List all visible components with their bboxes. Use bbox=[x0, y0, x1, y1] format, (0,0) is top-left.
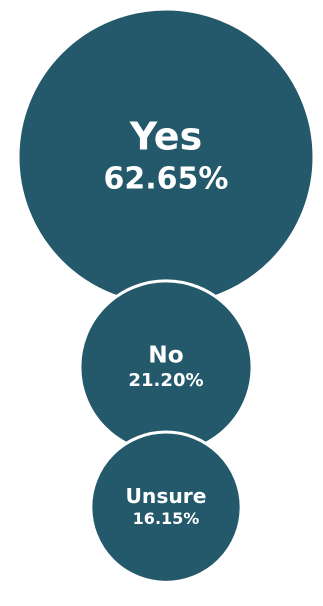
bubble-label-yes: Yes bbox=[129, 115, 202, 159]
bubble-value-unsure: 16.15% bbox=[133, 509, 200, 528]
bubble-value-no: 21.20% bbox=[128, 370, 203, 391]
bubble-value-yes: 62.65% bbox=[104, 162, 229, 197]
bubble-label-no: No bbox=[148, 341, 183, 368]
bubble-unsure bbox=[89, 430, 243, 584]
bubble-label-unsure: Unsure bbox=[125, 484, 206, 508]
